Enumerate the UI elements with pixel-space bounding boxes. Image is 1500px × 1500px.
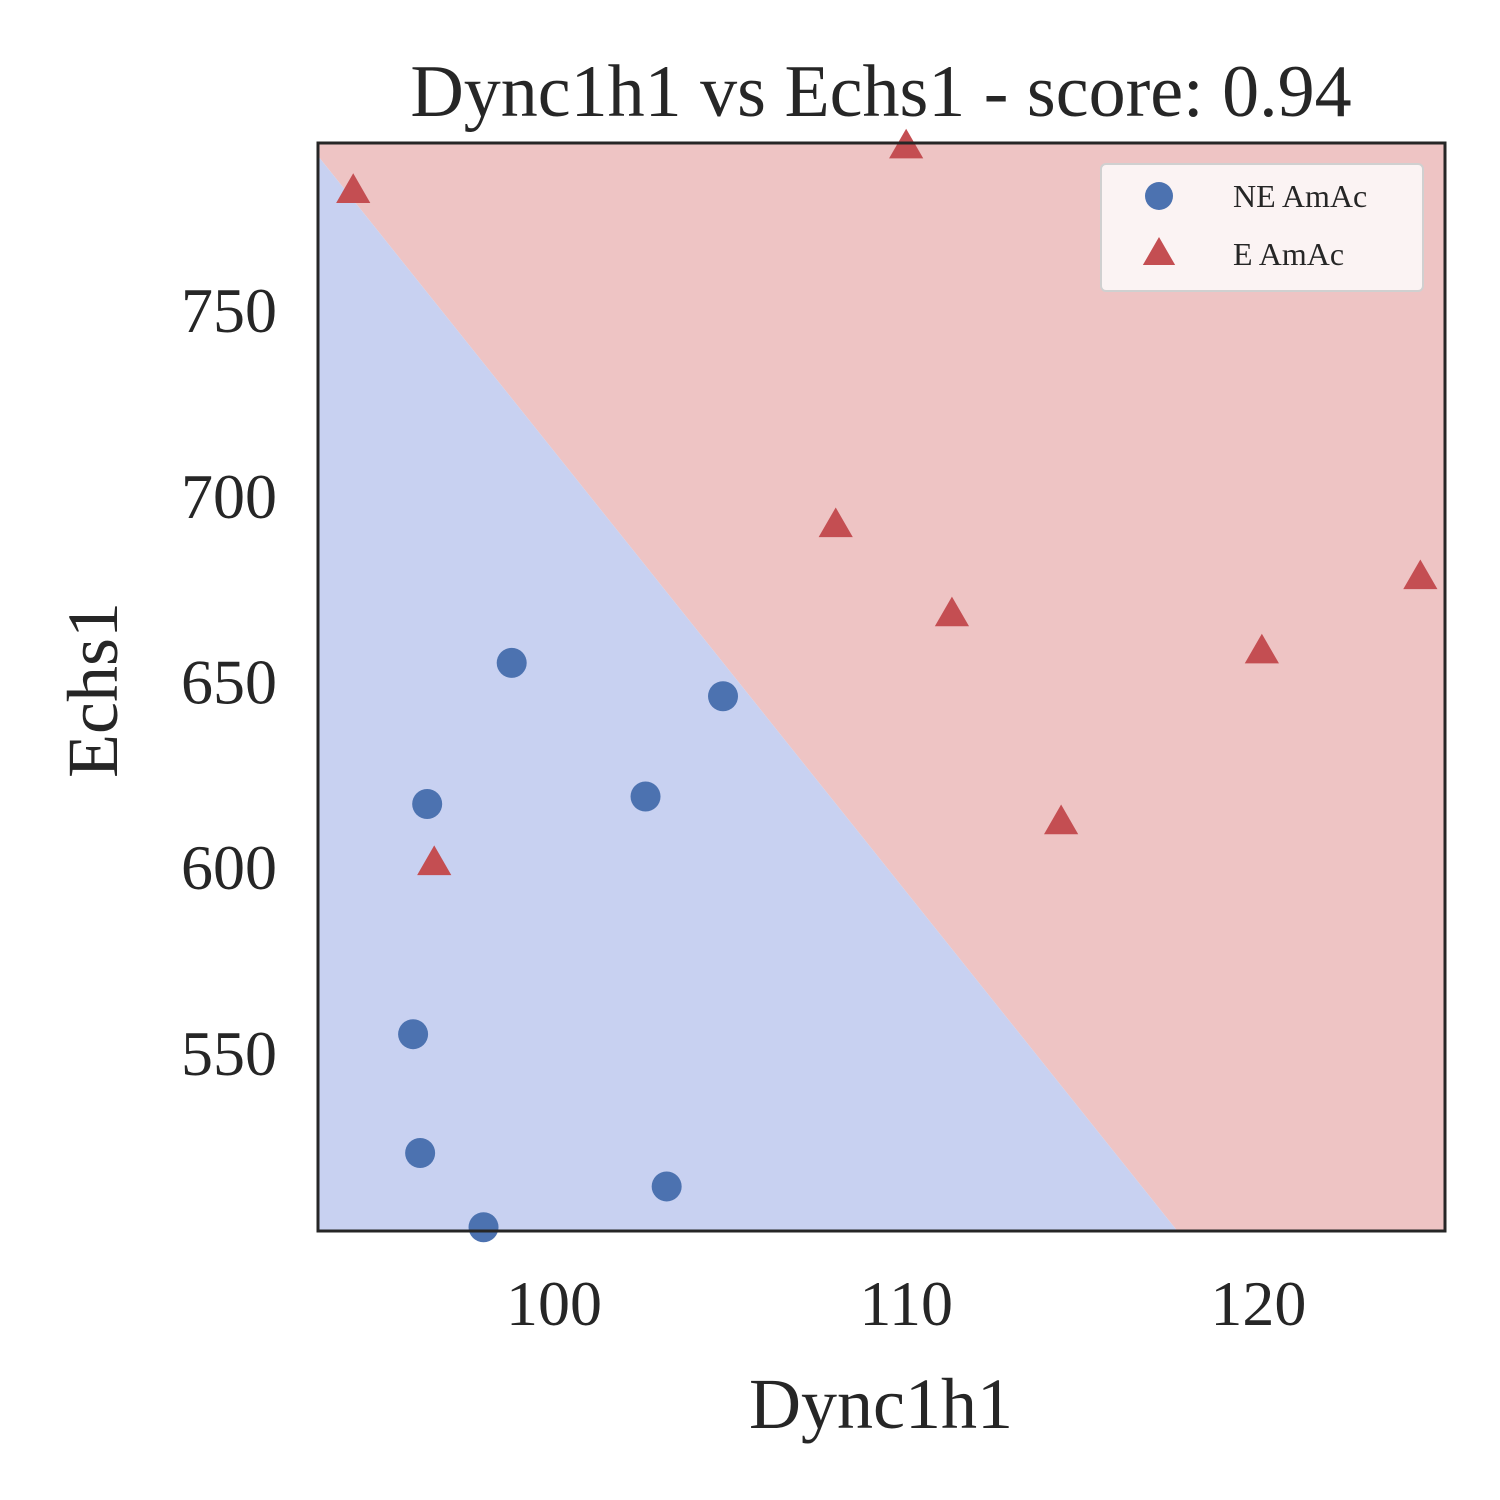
plot-area [316, 128, 1447, 1243]
legend: NE AmAc E AmAc [1100, 163, 1424, 292]
marker-ne-amac [496, 647, 527, 678]
marker-ne-amac [708, 681, 739, 712]
marker-ne-amac [398, 1019, 429, 1050]
plot-frame [316, 141, 1447, 1233]
y-axis-label: Echs1 [53, 602, 133, 778]
marker-e-amac [1244, 633, 1279, 664]
x-tick-label: 120 [1210, 1268, 1306, 1339]
y-tick-label: 550 [181, 1018, 277, 1089]
marker-ne-amac [405, 1138, 436, 1169]
y-tick-label: 750 [181, 275, 277, 346]
legend-label-ne-amac: NE AmAc [1233, 178, 1367, 214]
marker-ne-amac [412, 788, 443, 819]
marker-ne-amac [651, 1171, 682, 1202]
x-tick-labels: 100 110 120 [506, 1268, 1306, 1339]
legend-marker-e-amac [1142, 237, 1176, 266]
y-tick-label: 600 [181, 832, 277, 903]
x-axis-label: Dync1h1 [749, 1364, 1013, 1444]
y-tick-label: 650 [181, 646, 277, 717]
legend-label-e-amac: E AmAc [1233, 236, 1344, 272]
marker-e-amac [818, 507, 853, 538]
marker-e-amac [336, 173, 371, 203]
x-tick-label: 110 [859, 1268, 953, 1339]
chart-title: Dync1h1 vs Echs1 - score: 0.94 [410, 51, 1351, 133]
marker-ne-amac [468, 1212, 499, 1243]
marker-e-amac [1044, 804, 1079, 835]
y-tick-labels: 550 600 650 700 750 [181, 275, 277, 1089]
marker-e-amac [417, 845, 452, 876]
marker-ne-amac [630, 781, 661, 812]
markers [336, 128, 1438, 1243]
region-ne-amac [318, 155, 1178, 1231]
marker-e-amac [1403, 559, 1438, 590]
x-tick-label: 100 [506, 1268, 602, 1339]
marker-e-amac [934, 596, 970, 627]
legend-box [1100, 163, 1424, 292]
region-e-amac [318, 143, 1445, 1231]
legend-marker-ne-amac [1145, 182, 1173, 210]
y-tick-label: 700 [181, 461, 277, 532]
